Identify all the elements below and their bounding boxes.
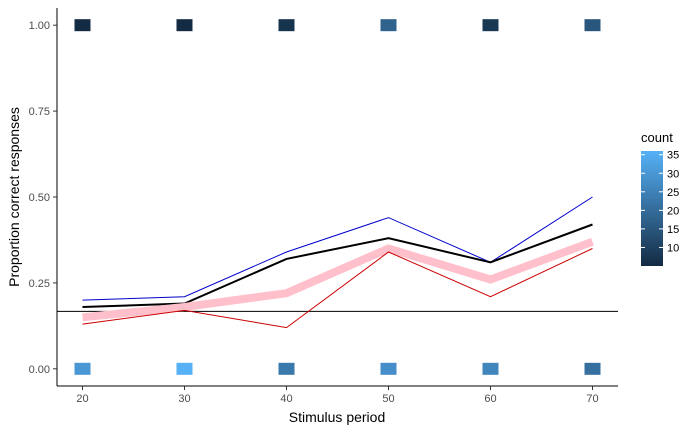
series-line-3 [82,237,594,322]
x-axis-title: Stimulus period [289,409,386,425]
y-tick-label-0.25: 0.25 [29,278,50,290]
legend-label-15: 15 [667,224,679,236]
tile-bottom-50 [380,362,397,375]
x-tick-label-30: 30 [178,393,190,405]
x-tick-label-40: 40 [280,393,292,405]
legend-label-30: 30 [667,168,679,180]
y-tick-label-0.50: 0.50 [29,192,50,204]
y-tick-label-0.00: 0.00 [29,364,50,376]
x-tick-label-70: 70 [586,393,598,405]
tile-top-30 [176,19,193,32]
legend-colorbar [641,151,663,266]
series-line-4 [82,248,593,329]
tile-top-70 [584,19,601,32]
tile-top-40 [278,19,295,32]
x-tick-label-20: 20 [76,393,88,405]
y-axis-title: Proportion correct responses [6,107,22,287]
series-line-2 [82,223,593,308]
y-tick-label-0.75: 0.75 [29,106,50,118]
legend-title: count [641,130,673,145]
tile-top-50 [380,19,397,32]
legend-label-25: 25 [667,187,679,199]
axes: 20 30 40 50 60 70 0.00 0.25 0.50 0.75 1.00 [29,8,618,405]
tile-bottom-20 [74,362,91,375]
legend-label-10: 10 [667,242,679,254]
tile-bottom-40 [278,362,295,375]
legend-label-20: 20 [667,205,679,217]
legend: count 10 15 20 25 30 35 [641,130,679,266]
legend-label-35: 35 [667,150,679,162]
tile-top-20 [74,19,91,32]
y-tick-label-1.00: 1.00 [29,20,50,32]
tile-bottom-70 [584,362,601,375]
plot-marks [57,19,618,375]
x-tick-label-60: 60 [484,393,496,405]
tile-top-60 [482,19,499,32]
tile-bottom-60 [482,362,499,375]
x-tick-label-50: 50 [382,393,394,405]
tile-bottom-30 [176,362,193,375]
series-line-1 [82,196,593,301]
